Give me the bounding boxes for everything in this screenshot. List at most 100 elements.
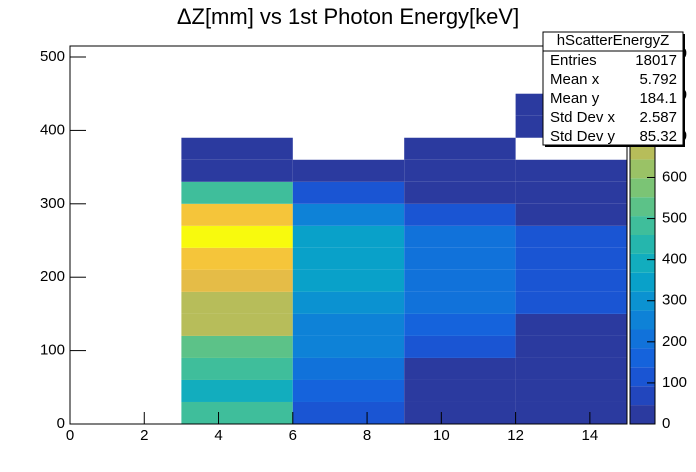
- cell: [292, 225, 405, 248]
- cell: [404, 225, 516, 248]
- cell: [181, 181, 293, 204]
- cell: [515, 401, 627, 424]
- z-tick-label: 0: [662, 415, 670, 432]
- palette-swatch: [630, 348, 655, 368]
- palette-swatch: [630, 235, 655, 254]
- palette-swatch: [630, 367, 655, 387]
- palette-swatch: [630, 216, 655, 235]
- x-tick-label: 12: [507, 427, 524, 444]
- cell: [404, 313, 516, 336]
- cell: [292, 401, 405, 424]
- cell: [515, 357, 627, 380]
- stats-value: 85.32: [639, 128, 677, 145]
- cell: [404, 159, 516, 182]
- palette-swatch: [630, 405, 655, 424]
- palette-swatch: [630, 253, 655, 273]
- cell: [292, 335, 405, 358]
- cell: [515, 379, 627, 402]
- cell: [404, 291, 516, 314]
- cell: [515, 181, 627, 204]
- stats-label: Std Dev x: [550, 109, 616, 126]
- x-tick-label: 0: [66, 427, 74, 444]
- x-tick-label: 6: [289, 427, 297, 444]
- cell: [181, 159, 293, 182]
- palette-swatch: [630, 159, 655, 179]
- y-tick-label: 400: [40, 121, 65, 138]
- cell: [404, 247, 516, 270]
- cell: [181, 379, 293, 402]
- stats-label: Entries: [550, 52, 597, 69]
- cell: [181, 357, 293, 380]
- y-tick-label: 500: [40, 48, 65, 65]
- cell: [404, 379, 516, 402]
- cell: [181, 225, 293, 248]
- cell: [515, 335, 627, 358]
- cell: [181, 247, 293, 270]
- palette-swatch: [630, 329, 655, 349]
- stats-label: Mean x: [550, 71, 600, 88]
- x-tick-label: 14: [582, 427, 599, 444]
- cell: [181, 401, 293, 424]
- cell: [404, 401, 516, 424]
- stats-box: hScatterEnergyZ Entries 18017 Mean x 5.792 Me…: [542, 31, 685, 147]
- cell: [292, 379, 405, 402]
- cell: [292, 247, 405, 270]
- cell: [404, 203, 516, 226]
- x-tick-label: 4: [214, 427, 222, 444]
- stats-label: Mean y: [550, 90, 600, 107]
- palette-swatch: [630, 272, 655, 292]
- stats-value: 5.792: [639, 71, 677, 88]
- cell: [292, 181, 405, 204]
- y-tick-label: 0: [57, 415, 65, 432]
- cell: [515, 203, 627, 226]
- x-tick-label: 8: [363, 427, 371, 444]
- x-tick-label: 2: [140, 427, 148, 444]
- cell: [292, 357, 405, 380]
- cell: [404, 335, 516, 358]
- cell: [292, 203, 405, 226]
- cell: [515, 159, 627, 182]
- cell: [181, 137, 293, 160]
- cell: [181, 313, 293, 336]
- palette-swatch: [630, 291, 655, 311]
- z-tick-label: 400: [662, 251, 687, 268]
- z-tick-label: 500: [662, 210, 687, 227]
- cell: [292, 291, 405, 314]
- cell: [181, 291, 293, 314]
- stats-label: Std Dev y: [550, 128, 616, 145]
- stats-value: 18017: [635, 52, 677, 69]
- cell: [404, 181, 516, 204]
- palette-swatch: [630, 197, 655, 217]
- palette-swatch: [630, 178, 655, 198]
- z-tick-label: 100: [662, 374, 687, 391]
- z-tick-label: 200: [662, 333, 687, 350]
- z-tick-label: 300: [662, 292, 687, 309]
- z-tick-label: 600: [662, 168, 687, 185]
- y-tick-label: 100: [40, 342, 65, 359]
- stats-title: hScatterEnergyZ: [557, 32, 670, 49]
- palette-swatch: [630, 310, 655, 330]
- cell: [515, 313, 627, 336]
- cell: [515, 225, 627, 248]
- cell: [181, 269, 293, 292]
- y-tick-label: 300: [40, 195, 65, 212]
- stats-value: 2.587: [639, 109, 677, 126]
- cell: [181, 203, 293, 226]
- cell: [181, 335, 293, 358]
- cell: [515, 269, 627, 292]
- cell: [515, 247, 627, 270]
- cell: [292, 159, 405, 182]
- stats-value: 184.1: [639, 90, 677, 107]
- plot-frame: [69, 45, 628, 425]
- cell: [404, 357, 516, 380]
- palette-swatch: [630, 386, 655, 406]
- cell: [404, 269, 516, 292]
- cell: [404, 137, 516, 160]
- x-tick-label: 10: [433, 427, 450, 444]
- chart-title: ΔZ[mm] vs 1st Photon Energy[keV]: [177, 4, 519, 29]
- y-tick-label: 200: [40, 268, 65, 285]
- cells: [181, 93, 627, 424]
- cell: [515, 291, 627, 314]
- cell: [292, 313, 405, 336]
